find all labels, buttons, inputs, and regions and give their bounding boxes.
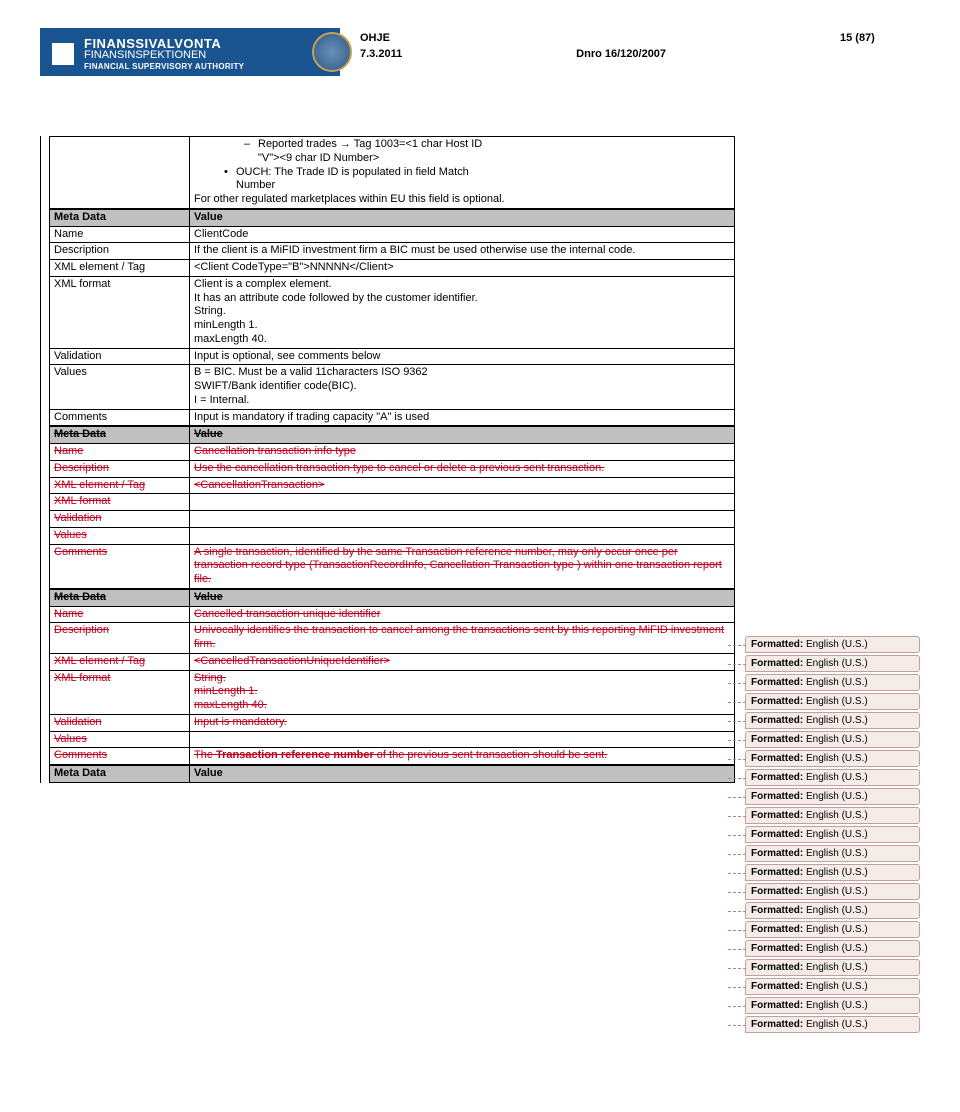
t2-name-value: Cancellation transaction info type	[194, 445, 356, 457]
format-balloon: Formatted: English (U.S.)	[745, 978, 920, 995]
t1-meta-value: Value	[190, 209, 735, 226]
spec-table-3-deleted: Meta Data Value Name Cancelled transaction…	[49, 589, 735, 765]
doc-type: OHJE	[360, 32, 402, 44]
intro-dash-1: Reported trades → Tag 1003=<1 char Host …	[244, 138, 730, 166]
format-balloon: Formatted: English (U.S.)	[745, 940, 920, 957]
format-balloon: Formatted: English (U.S.)	[745, 769, 920, 786]
t2-meta-value: Value	[194, 428, 223, 440]
format-balloon: Formatted: English (U.S.)	[745, 807, 920, 824]
t3-xtag-value: <CancelledTransactionUniqueIdentifier>	[194, 655, 390, 667]
t3-name-label: Name	[54, 608, 83, 620]
t2-xfmt-label: XML format	[54, 495, 110, 507]
format-balloon: Formatted: English (U.S.)	[745, 826, 920, 843]
format-balloon: Formatted: English (U.S.)	[745, 997, 920, 1014]
format-balloon: Formatted: English (U.S.)	[745, 902, 920, 919]
t1-comm-label: Comments	[50, 409, 190, 426]
t4-meta-label: Meta Data	[50, 766, 190, 783]
format-balloon: Formatted: English (U.S.)	[745, 883, 920, 900]
t2-comm-value: A single transaction, identified by the …	[194, 546, 722, 586]
t3-xfmt-value: String. minLength 1. maxLength 40.	[190, 670, 735, 714]
t1-xtag-label: XML element / Tag	[50, 260, 190, 277]
t3-meta-label: Meta Data	[54, 591, 106, 603]
t3-name-value: Cancelled transaction unique identifier	[194, 608, 381, 620]
spec-table-intro: Reported trades → Tag 1003=<1 char Host …	[49, 136, 735, 209]
t1-xtag-value: <Client CodeType="B">NNNNN</Client>	[190, 260, 735, 277]
t2-desc-value: Use the cancellation transaction type to…	[194, 462, 604, 474]
spec-table-4: Meta DataValue	[49, 765, 735, 783]
t3-desc-label: Description	[54, 624, 109, 636]
t3-xfmt-label: XML format	[54, 672, 110, 684]
spec-table-2-deleted: Meta Data Value Name Cancellation transact…	[49, 426, 735, 589]
t3-xtag-label: XML element / Tag	[54, 655, 145, 667]
intro-bullet-1: OUCH: The Trade ID is populated in field…	[224, 166, 730, 194]
t4-meta-value: Value	[190, 766, 735, 783]
t1-desc-value: If the client is a MiFID investment firm…	[190, 243, 735, 260]
format-balloon: Formatted: English (U.S.)	[745, 636, 920, 653]
format-balloon: Formatted: English (U.S.)	[745, 1016, 920, 1033]
format-balloon: Formatted: English (U.S.)	[745, 750, 920, 767]
t3-comm-value: The Transaction reference number of the …	[190, 748, 735, 765]
t1-values-label: Values	[50, 365, 190, 409]
t2-valid-label: Validation	[54, 512, 102, 524]
format-balloon: Formatted: English (U.S.)	[745, 845, 920, 862]
intro-tail: For other regulated marketplaces within …	[194, 193, 505, 205]
t2-xtag-value: <CancellationTransaction>	[194, 479, 324, 491]
format-balloon: Formatted: English (U.S.)	[745, 864, 920, 881]
page-header: FINANSSIVALVONTA FINANSINSPEKTIONEN FINA…	[40, 28, 920, 76]
t1-xfmt-value: Client is a complex element. It has an a…	[190, 276, 735, 348]
t3-desc-value: Univocally identifies the transaction to…	[194, 624, 724, 650]
org-logo: FINANSSIVALVONTA FINANSINSPEKTIONEN FINA…	[40, 28, 340, 76]
t1-comm-value: Input is mandatory if trading capacity "…	[190, 409, 735, 426]
t2-desc-label: Description	[54, 462, 109, 474]
revision-balloons: Formatted: English (U.S.) Formatted: Engl…	[745, 136, 920, 1033]
org-name-2: FINANSINSPEKTIONEN	[84, 50, 244, 61]
t1-name-value: ClientCode	[190, 226, 735, 243]
doc-date: 7.3.2011	[360, 48, 402, 60]
t3-comm-label: Comments	[54, 749, 107, 761]
t1-meta-label: Meta Data	[50, 209, 190, 226]
doc-dnro: Dnro 16/120/2007	[576, 48, 666, 60]
format-balloon: Formatted: English (U.S.)	[745, 959, 920, 976]
t2-comm-label: Comments	[54, 546, 107, 558]
t1-valid-label: Validation	[50, 348, 190, 365]
t3-values-label: Values	[54, 733, 87, 745]
t1-valid-value: Input is optional, see comments below	[190, 348, 735, 365]
format-balloon: Formatted: English (U.S.)	[745, 731, 920, 748]
format-balloon: Formatted: English (U.S.)	[745, 921, 920, 938]
format-balloon: Formatted: English (U.S.)	[745, 712, 920, 729]
spec-table-1: Meta DataValue NameClientCode Descriptio…	[49, 209, 735, 427]
page-number: 15 (87)	[840, 32, 920, 44]
format-balloon: Formatted: English (U.S.)	[745, 788, 920, 805]
t1-name-label: Name	[50, 226, 190, 243]
t1-xfmt-label: XML format	[50, 276, 190, 348]
t3-valid-value: Input is mandatory.	[194, 716, 287, 728]
t2-name-label: Name	[54, 445, 83, 457]
t2-xtag-label: XML element / Tag	[54, 479, 145, 491]
coat-of-arms-icon	[312, 32, 352, 72]
t1-values-value: B = BIC. Must be a valid 11characters IS…	[190, 365, 735, 409]
format-balloon: Formatted: English (U.S.)	[745, 693, 920, 710]
org-name-3: FINANCIAL SUPERVISORY AUTHORITY	[84, 63, 244, 71]
t2-meta-label: Meta Data	[54, 428, 106, 440]
t3-meta-value: Value	[194, 591, 223, 603]
t2-values-label: Values	[54, 529, 87, 541]
format-balloon: Formatted: English (U.S.)	[745, 655, 920, 672]
logo-icon	[52, 43, 74, 65]
format-balloon: Formatted: English (U.S.)	[745, 674, 920, 691]
t1-desc-label: Description	[50, 243, 190, 260]
t3-valid-label: Validation	[54, 716, 102, 728]
